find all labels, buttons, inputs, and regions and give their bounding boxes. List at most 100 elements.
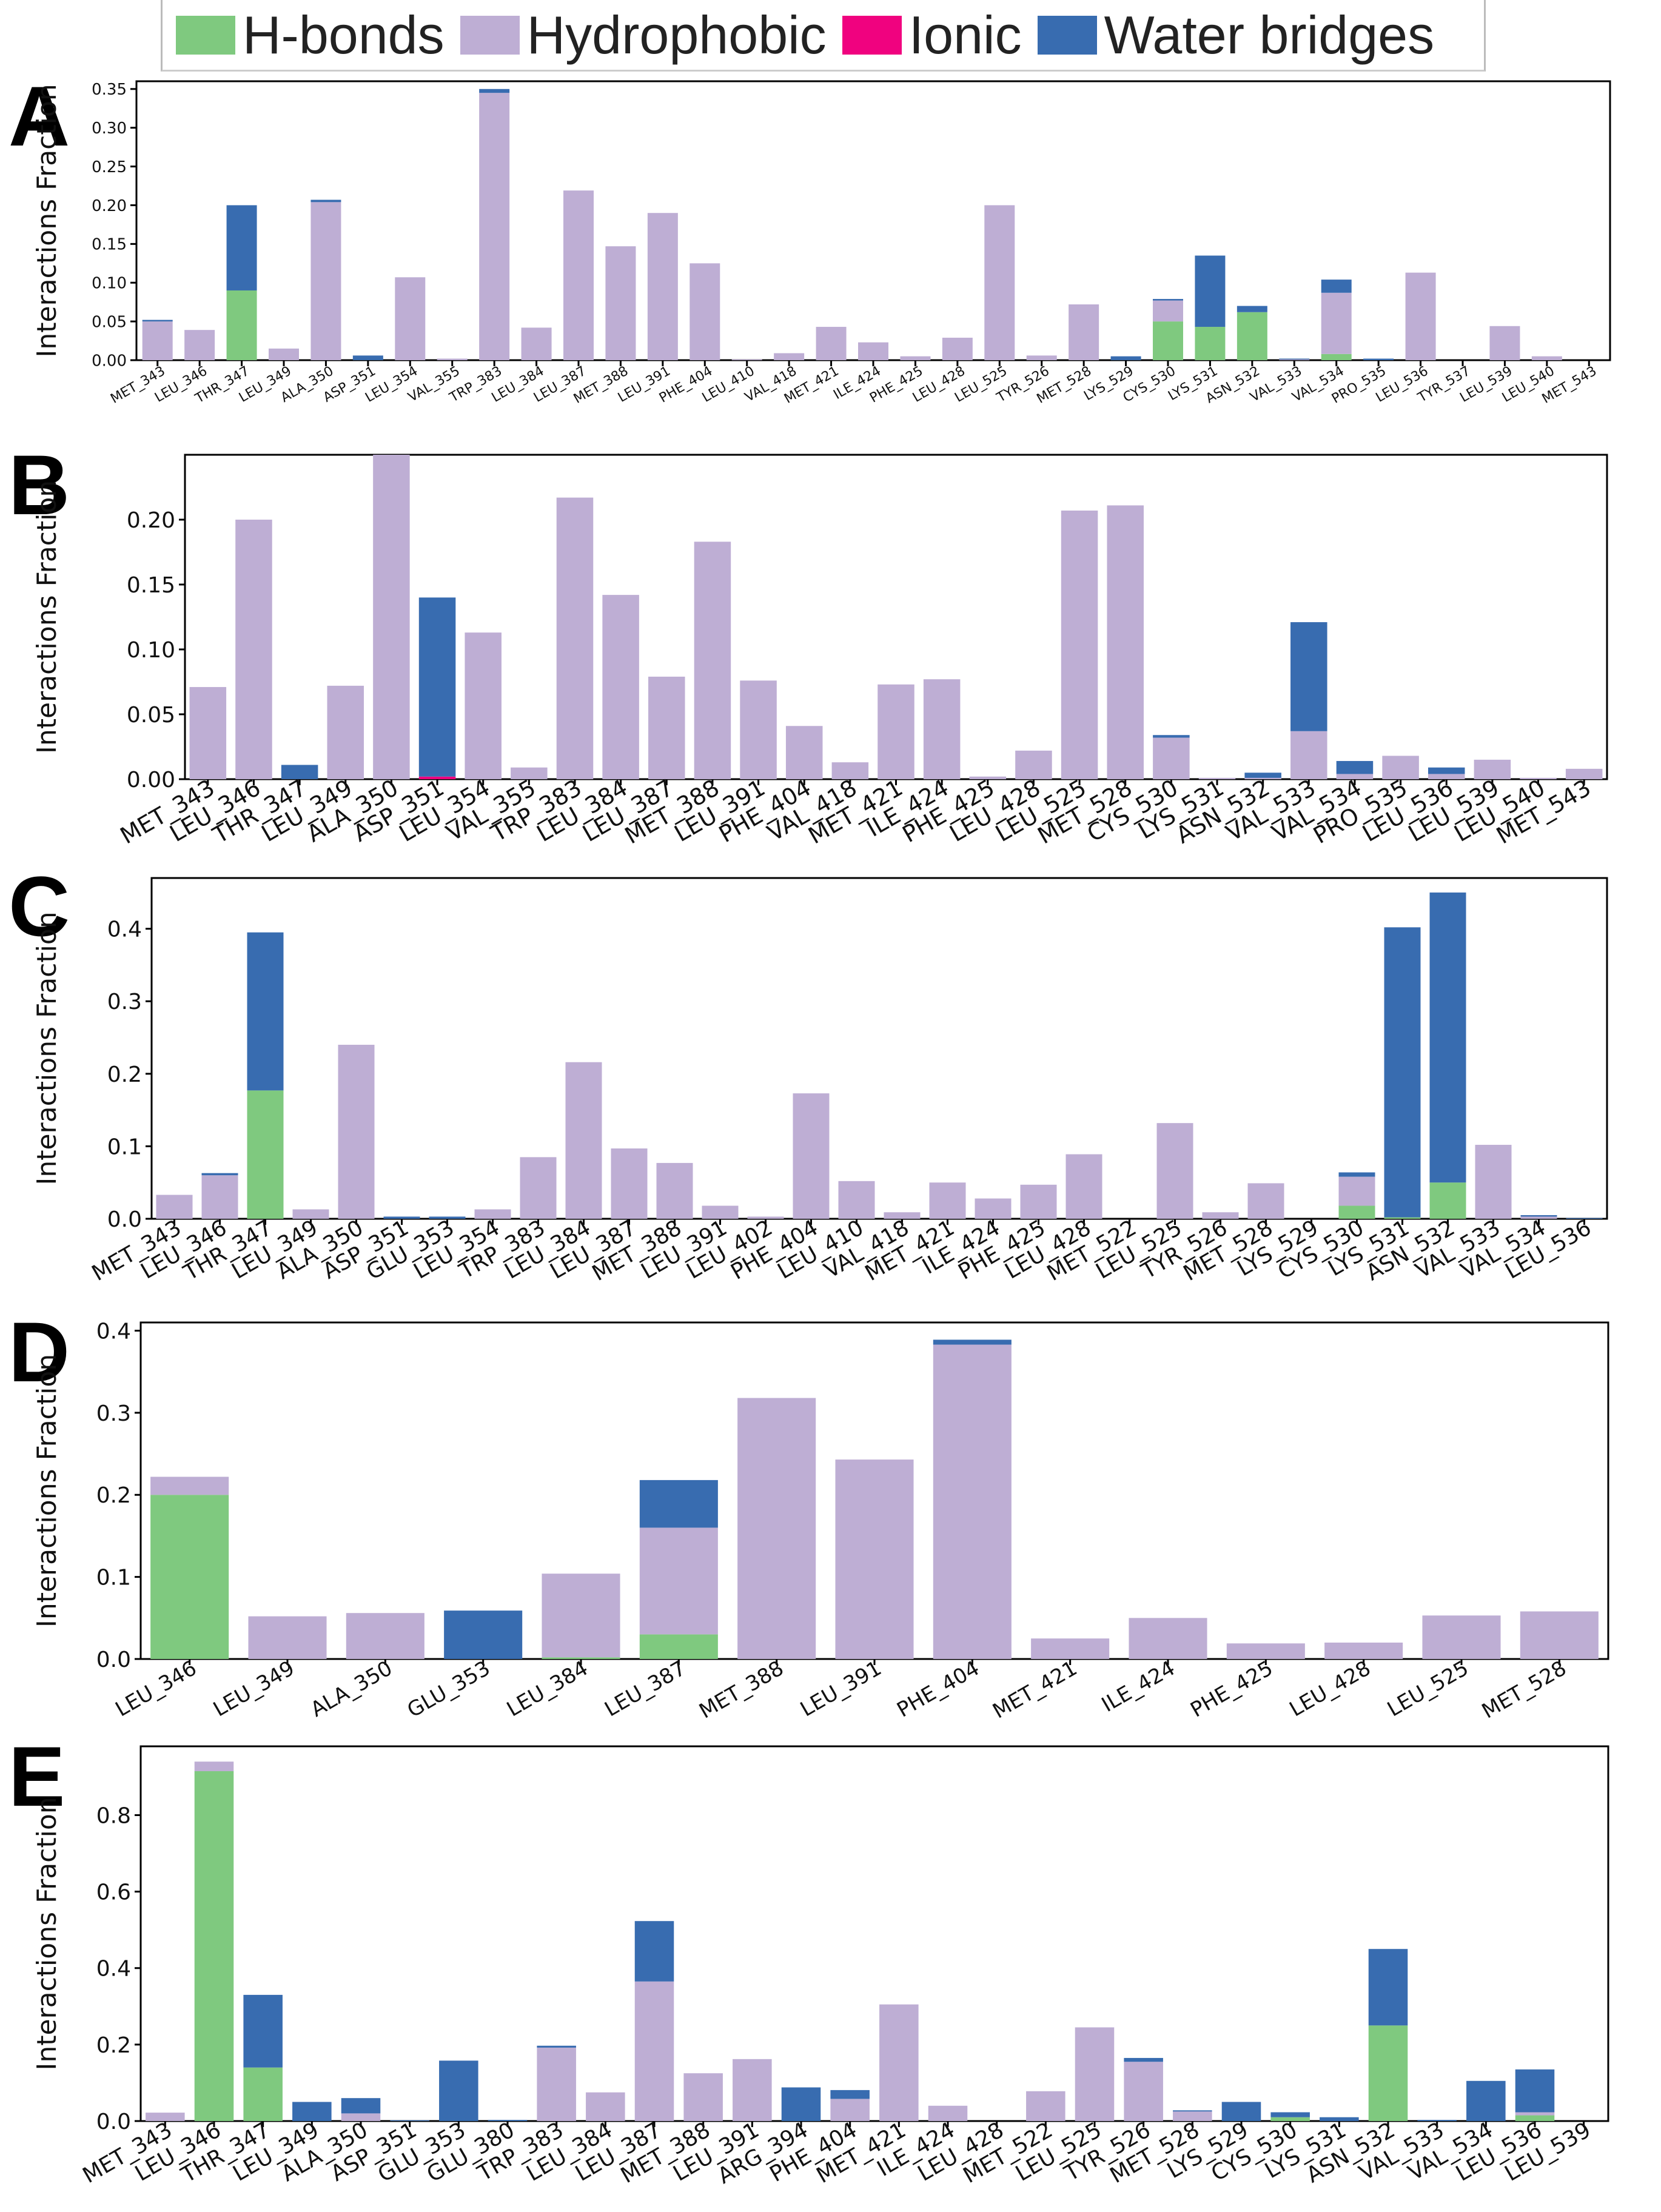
bar-water-bridges-val-533 [1279,358,1310,360]
y-tick-label: 0.35 [92,81,127,99]
bar-hydrophobic-phe-404 [933,1344,1012,1659]
bar-hydrophobic-met-421 [816,327,847,360]
bar-hydrophobic-leu-387 [563,190,594,360]
bar-hydrophobic-leu-384 [602,595,639,779]
bar-hydrophobic-trp-383 [479,93,510,360]
bar-hydrophobic-val-418 [774,353,805,360]
x-tick-label: LEU_391 [796,1656,885,1721]
y-tick-label: 0.2 [96,1483,131,1508]
plot-frame [150,877,1608,1220]
legend-swatch-water-bridges [1037,15,1097,55]
bar-hydrophobic-met-543 [1565,768,1603,779]
y-axis-label: Interactions Fraction [32,480,62,754]
y-axis-label: Interactions Fraction [32,1797,62,2070]
bar-hydrophobic-leu-402 [747,1216,784,1219]
bar-water-bridges-cys-530 [1270,2112,1310,2117]
bar-h-bonds-leu-384 [542,1657,620,1659]
y-axis-label: Interactions Fraction [32,84,62,357]
bar-hydrophobic-leu-539 [1489,326,1520,360]
y-tick-label: 0.1 [96,1566,131,1590]
y-tick-label: 0.15 [92,236,127,254]
bar-hydrophobic-met-421 [879,2004,919,2121]
bar-water-bridges-thr-347 [247,932,284,1091]
bar-hydrophobic-leu-384 [521,327,552,360]
bar-hydrophobic-leu-384 [586,2092,625,2121]
bar-hydrophobic-ile-424 [1129,1618,1207,1659]
bar-hydrophobic-phe-425 [1020,1184,1057,1219]
y-axis-label: Interactions Fraction [32,911,62,1185]
bar-hydrophobic-leu-428 [942,337,973,360]
y-tick-label: 0.3 [96,1401,131,1426]
bar-hydrophobic-val-418 [831,762,869,779]
y-tick-label: 0.25 [92,158,127,176]
bar-hydrophobic-trp-383 [537,2047,576,2121]
bar-hydrophobic-leu-354 [474,1209,511,1219]
bar-hydrophobic-leu-384 [542,1574,620,1658]
y-tick-label: 0.4 [96,1957,131,1982]
y-tick-label: 0.1 [107,1134,142,1159]
x-tick-label: MET_528 [1478,1656,1571,1723]
bar-hydrophobic-met-528 [1069,304,1099,360]
x-tick-label: PHE_425 [1186,1656,1277,1722]
legend-item-water-bridges: Water bridges [1037,4,1434,66]
x-tick-label: LEU_428 [1286,1656,1375,1721]
bar-water-bridges-pro-535 [1363,358,1394,360]
bar-h-bonds-asn-532 [1368,2025,1408,2121]
y-tick-label: 0.0 [96,1647,131,1672]
bar-water-bridges-glu-380 [488,2120,528,2121]
bar-hydrophobic-val-534 [1520,1216,1557,1219]
bar-hydrophobic-asn-532 [1244,777,1281,779]
bar-h-bonds-cys-530 [1270,2117,1310,2121]
panel-a: A 0.00 0.05 0.10 0.15 0.20 0.25 0.30 0.35 Intera… [0,74,1661,486]
bar-hydrophobic-met-388 [737,1398,816,1659]
bar-hydrophobic-ala-350 [346,1613,424,1659]
bar-water-bridges-trp-383 [537,2045,576,2048]
y-tick-label: 0.2 [107,1062,142,1087]
bar-water-bridges-val-534 [1336,761,1374,774]
bar-hydrophobic-leu-346 [184,330,215,360]
legend-swatch-hydrophobic [460,15,520,55]
bar-hydrophobic-met-421 [929,1182,966,1219]
bar-hydrophobic-met-421 [1031,1638,1110,1659]
bar-water-bridges-asp-351 [390,2120,429,2121]
y-tick-label: 0.0 [107,1207,142,1232]
x-tick-label: LEU_387 [600,1656,690,1721]
panel-e: E 0.0 0.2 0.4 0.6 0.8 Interactions Fraction ME… [0,1734,1661,2212]
y-axis-label: Interactions Fraction [32,1354,62,1627]
x-tick-label: LEU_349 [209,1656,298,1721]
bar-hydrophobic-trp-383 [556,497,594,779]
bar-hydrophobic-leu-536 [1428,774,1465,779]
legend-label-hydrophobic: Hydrophobic [526,4,827,65]
bar-hydrophobic-val-533 [1290,731,1327,779]
bar-hydrophobic-phe-404 [690,263,720,360]
bar-hydrophobic-met-388 [605,246,636,360]
bar-hydrophobic-leu-428 [1015,750,1052,779]
x-tick-label: GLU_353 [403,1656,494,1723]
bar-water-bridges-phe-404 [933,1339,1012,1345]
bar-hydrophobic-leu-349 [292,1209,329,1219]
x-tick-label: ALA_350 [307,1656,397,1722]
legend-label-hbonds: H-bonds [243,4,445,65]
bar-h-bonds-cys-530 [1338,1205,1375,1219]
x-tick-label: ILE_424 [1098,1656,1179,1717]
bar-hydrophobic-leu-525 [984,205,1015,360]
bar-water-bridges-val-534 [1321,280,1352,293]
legend: H-bonds Hydrophobic Ionic Water bridges [161,0,1486,72]
y-tick-label: 0.4 [96,1319,131,1344]
bar-water-bridges-leu-387 [634,1921,674,1982]
bar-water-bridges-trp-383 [479,89,510,93]
bar-hydrophobic-leu-354 [395,277,426,360]
bar-hydrophobic-met-522 [1026,2091,1065,2121]
bar-water-bridges-leu-346 [201,1173,238,1176]
legend-swatch-hbonds [176,15,235,55]
x-tick-label: MET_388 [695,1656,788,1723]
bar-hydrophobic-tyr-526 [1026,355,1057,360]
bar-hydrophobic-cys-530 [1153,300,1183,322]
bar-hydrophobic-leu-384 [565,1062,602,1219]
bar-hydrophobic-leu-536 [1515,2112,1555,2116]
y-tick-label: 0.15 [127,573,175,598]
bar-hydrophobic-met-528 [1107,505,1144,779]
y-tick-label: 0.30 [92,119,127,138]
y-tick-label: 0.8 [96,1803,131,1828]
bar-water-bridges-val-534 [1520,1215,1557,1217]
